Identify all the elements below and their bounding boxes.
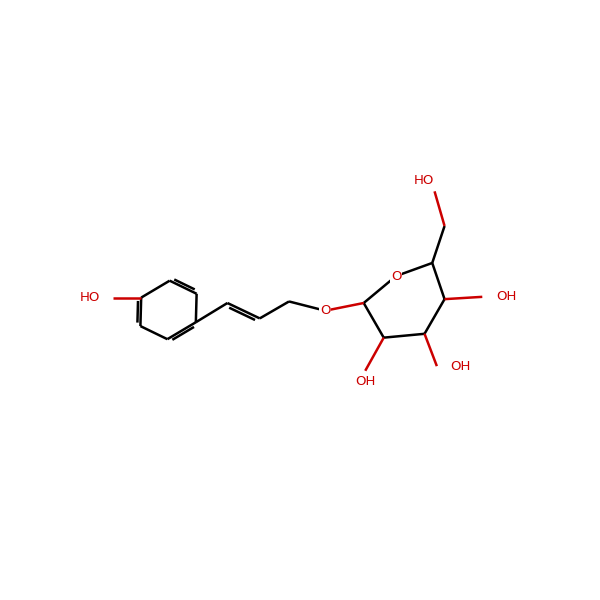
Text: HO: HO xyxy=(413,174,434,187)
Text: OH: OH xyxy=(496,290,517,304)
Text: O: O xyxy=(320,304,331,317)
Text: HO: HO xyxy=(80,291,100,304)
Text: O: O xyxy=(391,269,401,283)
Text: OH: OH xyxy=(451,359,471,373)
Text: OH: OH xyxy=(355,375,376,388)
